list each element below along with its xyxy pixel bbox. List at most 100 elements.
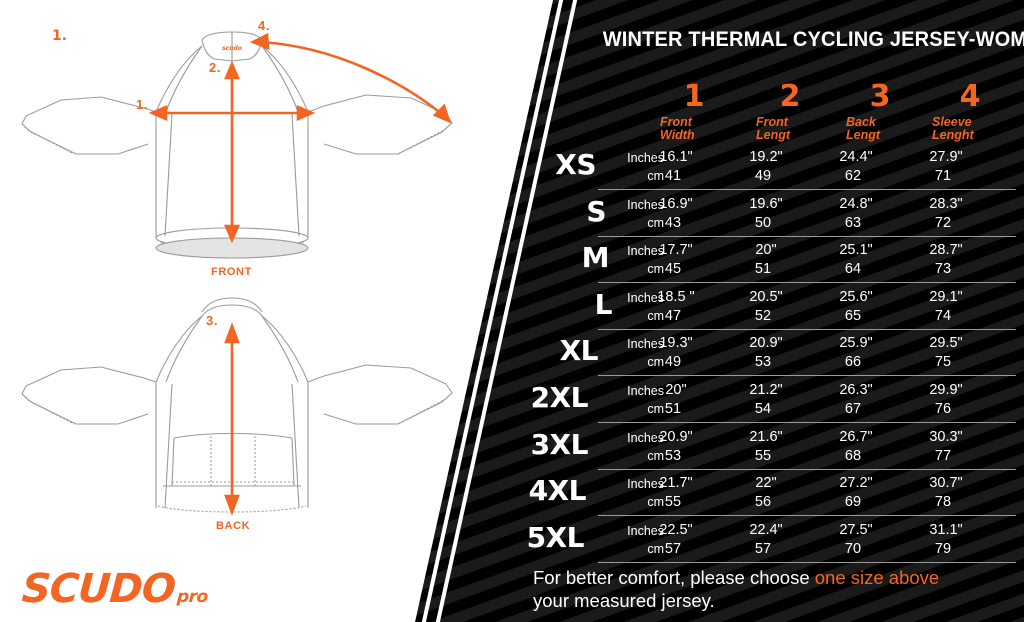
brand-logo: SCUDOpro [20,566,209,612]
cell-l-col2-cm: 52 [754,307,772,324]
size-label-xs: XS [555,148,596,181]
marker-3: 3. [206,313,219,328]
column-label-2: Front Lengt [756,115,791,142]
unit-inches-4xl: Inches [627,477,664,492]
column-number-2: 2 [779,79,801,114]
cell-s-col2-inches: 19.6" [749,195,783,212]
cell-s-col4-cm: 72 [934,214,952,231]
cell-2xl-col1-inches: 20" [665,382,687,398]
cell-l-col3-cm: 65 [844,307,862,324]
cell-s-col1-cm: 43 [664,214,682,231]
size-label-4xl: 4XL [528,474,587,508]
unit-cm-2xl: cm [647,402,664,416]
unit-cm-4xl: cm [647,495,664,510]
brand-suffix: pro [176,587,209,607]
cell-xs-col3-cm: 62 [844,168,862,184]
cell-3xl-col2-cm: 55 [754,447,772,464]
size-label-2xl: 2XL [530,381,589,414]
row-divider-xs [598,189,1016,190]
unit-inches-s: Inches [627,197,664,212]
cell-3xl-col4-inches: 30.3" [929,428,963,445]
unit-cm-5xl: cm [647,541,664,556]
column-header-4: 4 Sleeve Lenght [922,82,1018,141]
unit-inches-3xl: Inches [627,430,664,445]
cell-xs-col3-inches: 24.4" [839,149,873,165]
cell-5xl-col3-cm: 70 [844,540,862,557]
cell-2xl-col3-cm: 67 [844,401,862,417]
cell-5xl-col3-inches: 27.5" [839,521,873,538]
cell-xs-col2-cm: 49 [754,168,772,184]
unit-inches-xl: Inches [627,337,664,352]
cell-2xl-col2-cm: 54 [754,401,772,417]
cell-5xl-col2-cm: 57 [754,540,772,557]
cell-4xl-col3-cm: 69 [844,494,862,511]
row-divider-4xl [598,515,1016,517]
jersey-front-diagram: scudo 1. [21,28,453,259]
cell-4xl-col4-inches: 30.7" [929,475,963,492]
row-divider-m [598,282,1016,284]
footer-text-part2: your measured jersey. [533,590,715,611]
cell-l-col1-cm: 47 [664,307,682,324]
cell-m-col4-cm: 73 [934,261,952,278]
cell-3xl-col3-cm: 68 [844,447,862,464]
column-label-4: Sleeve Lenght [932,115,974,142]
footer-text-part1: For better comfort, please choose [533,567,815,588]
unit-cm-m: cm [647,262,664,277]
size-label-l: L [594,287,613,321]
cell-5xl-col1-inches: 22.5" [659,521,693,538]
cell-4xl-col4-cm: 78 [934,494,952,511]
cell-5xl-col4-cm: 79 [934,540,952,557]
jersey-back-diagram [21,297,453,516]
cell-2xl-col3-inches: 26.3" [839,382,873,398]
svg-text:scudo: scudo [222,45,242,52]
cell-xl-col3-inches: 25.9" [839,335,873,352]
cell-m-col1-cm: 45 [664,261,682,278]
unit-inches-xs: Inches [627,151,664,165]
cell-l-col4-inches: 29.1" [929,288,963,305]
cell-m-col2-cm: 51 [754,261,772,278]
column-label-3: Back Lengt [846,115,881,142]
marker-2: 2. [209,60,222,75]
unit-cm-l: cm [647,308,664,323]
cell-xl-col1-cm: 49 [664,354,682,371]
cell-xs-col1-cm: 41 [664,168,682,184]
row-divider-s [598,235,1016,237]
cell-l-col2-inches: 20.5" [749,288,783,305]
column-header-2: 2 Front Lengt [742,82,838,141]
size-label-3xl: 3XL [530,427,589,461]
page-title: WINTER THERMAL CYCLING JERSEY-WOMAN [602,27,1024,51]
cell-5xl-col2-inches: 22.4" [749,521,783,538]
marker-1: 1. [136,97,149,112]
column-number-4: 4 [959,79,981,114]
size-label-m: M [581,241,610,275]
cell-xs-col4-cm: 71 [934,168,952,184]
row-divider-5xl [598,561,1016,563]
unit-inches-5xl: Inches [627,523,664,538]
cell-3xl-col3-inches: 26.7" [839,428,873,445]
column-label-1: Front Width [660,115,695,142]
cell-l-col1-inches: 18.5 " [657,288,695,305]
cell-xl-col2-inches: 20.9" [749,335,783,352]
cell-s-col4-inches: 28.3" [929,195,963,212]
cell-xs-col4-inches: 27.9" [929,149,963,165]
row-divider-l [598,328,1016,330]
cell-s-col3-cm: 63 [844,214,862,231]
size-label-xl: XL [559,334,599,368]
column-number-1: 1 [683,79,705,114]
cell-3xl-col4-cm: 77 [934,447,952,464]
column-number-3: 3 [869,79,891,114]
cell-4xl-col3-inches: 27.2" [839,475,873,492]
row-divider-2xl [598,422,1016,423]
cell-3xl-col2-inches: 21.6" [749,428,783,445]
cell-5xl-col1-cm: 57 [664,540,682,557]
size-label-s: S [586,194,606,228]
unit-cm-xl: cm [647,355,664,370]
cell-xs-col2-inches: 19.2" [749,149,783,165]
size-label-5xl: 5XL [526,520,585,554]
cell-xl-col4-inches: 29.5" [929,335,963,352]
column-header-3: 3 Back Lengt [832,82,928,141]
column-header-1: 1 Front Width [646,82,742,141]
marker-4: 4. [258,18,271,33]
cell-3xl-col1-inches: 20.9" [659,428,693,445]
